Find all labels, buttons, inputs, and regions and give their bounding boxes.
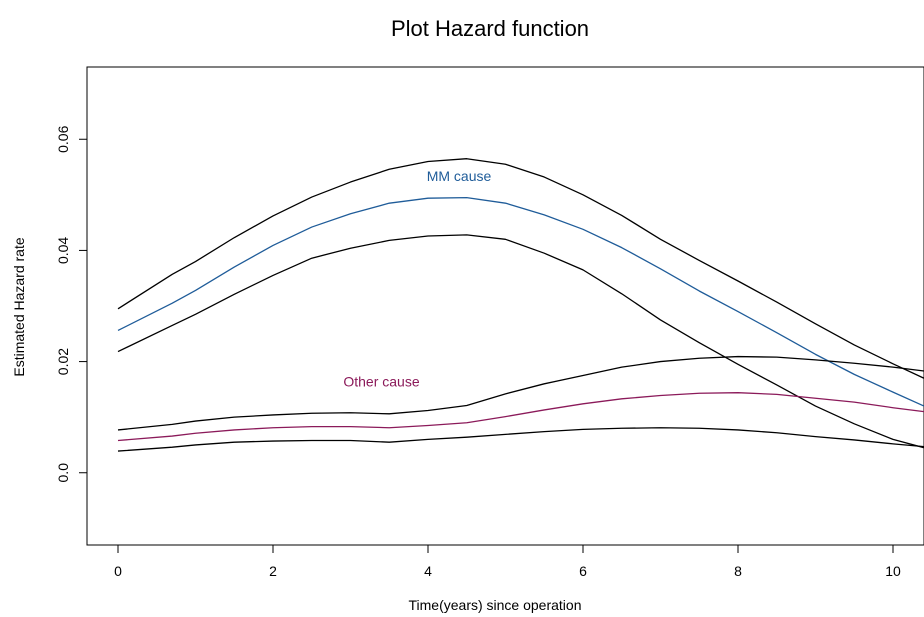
y-tick-label: 0.02 (55, 348, 71, 375)
annotation-label: MM cause (427, 168, 492, 184)
y-tick-label: 0.06 (55, 125, 71, 152)
y-axis-label: Estimated Hazard rate (11, 237, 27, 376)
series-line-mm-cause (117, 196, 924, 407)
y-axis: 0.0 0.02 0.04 0.06 (55, 125, 88, 483)
annotation-layer: MM cause Other cause (343, 168, 491, 390)
x-tick-label: 2 (269, 563, 277, 579)
x-tick-label: 8 (734, 563, 742, 579)
chart-title: Plot Hazard function (391, 16, 589, 41)
series-line-other-cause-lower (117, 427, 924, 452)
x-tick-label: 4 (424, 563, 432, 579)
y-tick-label: 0.0 (55, 463, 71, 483)
series-line-mm-cause-lower (117, 234, 924, 449)
series-line-mm-cause-upper (117, 158, 924, 379)
x-tick-label: 0 (114, 563, 122, 579)
x-tick-label: 10 (885, 563, 901, 579)
series-line-other-cause (117, 392, 924, 442)
y-tick-label: 0.04 (55, 237, 71, 264)
x-axis-label: Time(years) since operation (409, 597, 582, 613)
series-line-other-cause-upper (117, 355, 924, 431)
annotation-label: Other cause (343, 374, 419, 390)
series-layer (117, 158, 924, 452)
x-axis: 0 2 4 6 8 10 (114, 544, 901, 579)
x-tick-label: 6 (579, 563, 587, 579)
